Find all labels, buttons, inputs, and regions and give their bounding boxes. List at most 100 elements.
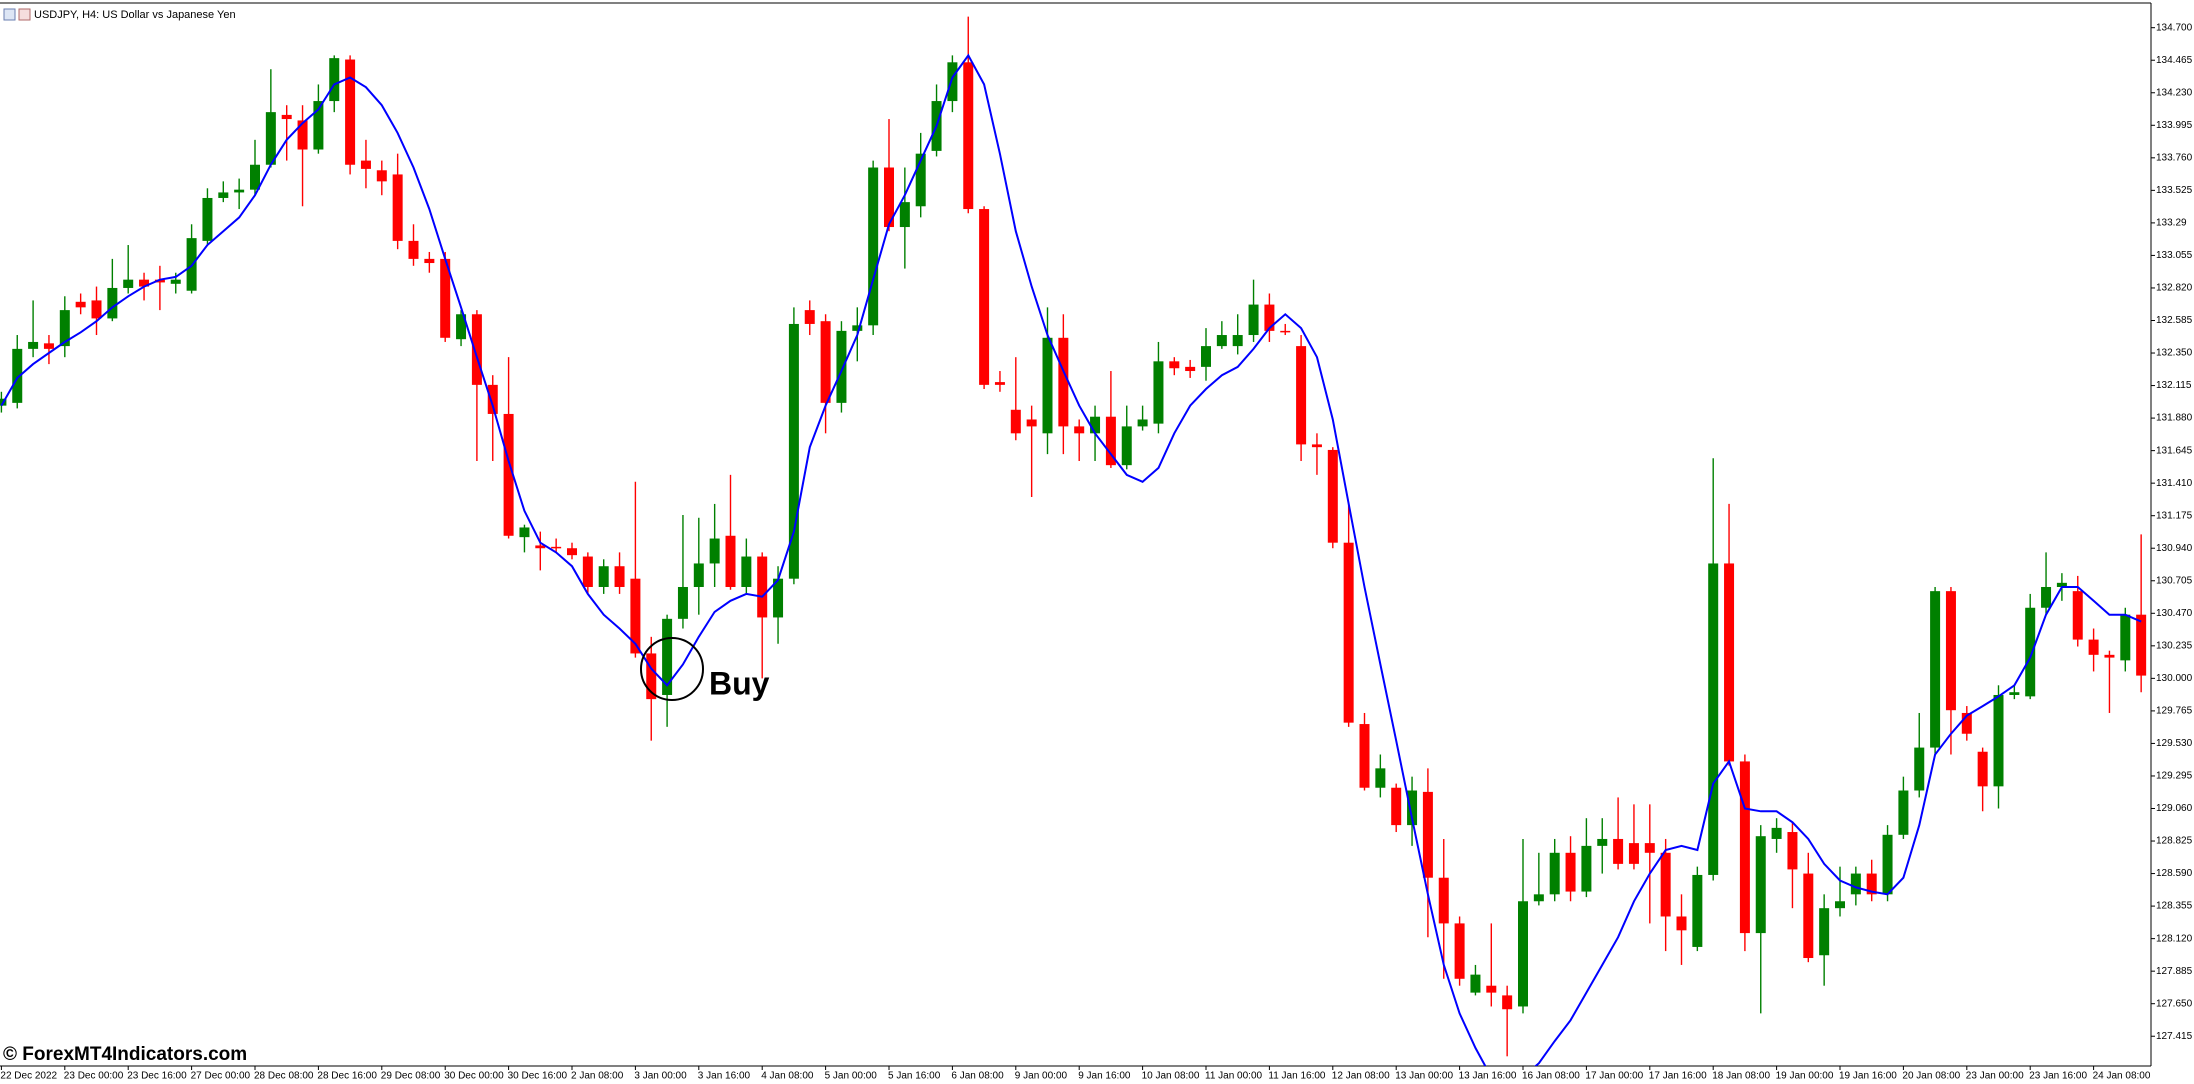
candle-body (788, 323, 799, 579)
candle-body (2120, 614, 2131, 661)
candle-body (1090, 416, 1101, 434)
candle-body (551, 546, 562, 549)
candle-body (1232, 335, 1243, 347)
y-tick-label: 129.295 (2156, 771, 2193, 782)
candle-body (218, 192, 229, 198)
candle-body (1026, 419, 1037, 427)
x-tick-label: 20 Jan 08:00 (1902, 1071, 1960, 1082)
candle-body (1454, 923, 1465, 979)
y-tick-label: 132.820 (2156, 283, 2193, 294)
y-tick-label: 130.000 (2156, 673, 2193, 684)
candle-body (1930, 591, 1941, 748)
candle-body (313, 101, 324, 150)
candle-body (1597, 838, 1608, 846)
candle-body (1660, 852, 1671, 917)
candle-body (582, 556, 593, 587)
y-tick-label: 128.590 (2156, 868, 2193, 879)
candle-body (440, 258, 451, 338)
candle-body (59, 310, 70, 347)
x-tick-label: 30 Dec 16:00 (508, 1071, 568, 1082)
candle-body (1866, 873, 1877, 895)
x-tick-label: 5 Jan 16:00 (888, 1071, 941, 1082)
candle-body (1343, 542, 1354, 723)
x-tick-label: 22 Dec 2022 (0, 1071, 57, 1082)
candle-body (567, 548, 577, 556)
x-tick-label: 3 Jan 16:00 (698, 1071, 751, 1082)
candle-body (12, 348, 23, 403)
candle-body (28, 341, 39, 349)
y-tick-label: 129.765 (2156, 706, 2193, 717)
candle-body (757, 556, 768, 618)
x-tick-label: 3 Jan 00:00 (634, 1071, 687, 1082)
candle-body (202, 197, 213, 241)
y-tick-label: 134.230 (2156, 87, 2193, 98)
x-tick-label: 23 Jan 00:00 (1966, 1071, 2024, 1082)
candle-body (1311, 444, 1322, 448)
candle-body (1216, 335, 1227, 347)
annotation: Buy (709, 665, 770, 701)
candle-body (1137, 419, 1148, 427)
candle-body (2056, 582, 2067, 587)
x-tick-label: 30 Dec 00:00 (444, 1071, 504, 1082)
candle-body (1724, 563, 1735, 762)
candle-body (250, 164, 260, 190)
y-tick-label: 130.235 (2156, 640, 2193, 651)
candle-body (1755, 836, 1766, 934)
candle-body (1644, 843, 1655, 853)
candle-body (1613, 838, 1624, 864)
y-tick-label: 131.645 (2156, 445, 2193, 456)
candle-body (424, 258, 435, 264)
candle-body (741, 556, 752, 587)
candle-body (1248, 304, 1259, 336)
candle-body (297, 120, 308, 150)
candle-body (1977, 751, 1988, 787)
candle-body (773, 578, 784, 618)
candle-body (1010, 409, 1021, 434)
x-tick-label: 13 Jan 00:00 (1395, 1071, 1453, 1082)
y-tick-label: 131.410 (2156, 478, 2193, 489)
candle-body (408, 240, 419, 259)
candle-body (979, 209, 990, 385)
candle-body (1676, 916, 1687, 931)
x-tick-label: 16 Jan 08:00 (1522, 1071, 1580, 1082)
candle-body (1518, 901, 1528, 1007)
candle-body (91, 300, 102, 319)
candle-body (2072, 591, 2083, 640)
candle-body (1407, 790, 1418, 826)
candle-body (1882, 834, 1893, 895)
candle-body (1708, 563, 1719, 875)
candle-body (1359, 724, 1370, 788)
candle-body (915, 153, 926, 207)
candle-body (75, 301, 86, 308)
candle-body (1850, 873, 1861, 895)
candle-body (1914, 747, 1925, 791)
candle-body (154, 279, 165, 283)
y-tick-label: 133.29 (2156, 218, 2187, 229)
candle-body (1993, 694, 2004, 787)
candle-body (1438, 877, 1449, 924)
x-tick-label: 28 Dec 08:00 (254, 1071, 314, 1082)
candle-body (1945, 591, 1956, 711)
x-tick-label: 19 Jan 00:00 (1776, 1071, 1834, 1082)
candle-body (1375, 768, 1386, 788)
candle-body (43, 343, 54, 349)
y-tick-label: 127.650 (2156, 998, 2193, 1009)
candle-body (963, 62, 974, 210)
candle-body (519, 527, 530, 538)
y-tick-label: 127.415 (2156, 1031, 2193, 1042)
x-tick-label: 23 Dec 00:00 (64, 1071, 124, 1082)
window-icon (3, 8, 16, 21)
candle-body (836, 330, 847, 403)
x-tick-label: 18 Jan 08:00 (1712, 1071, 1770, 1082)
candle-body (646, 653, 657, 700)
candle-body (392, 174, 403, 241)
plot-area (0, 16, 2147, 1066)
y-tick-label: 133.525 (2156, 185, 2193, 196)
candle-body (1327, 449, 1338, 543)
candle-body (1692, 874, 1703, 947)
x-tick-label: 9 Jan 16:00 (1078, 1071, 1131, 1082)
y-tick-label: 130.705 (2156, 575, 2193, 586)
candle-body (1771, 827, 1782, 839)
